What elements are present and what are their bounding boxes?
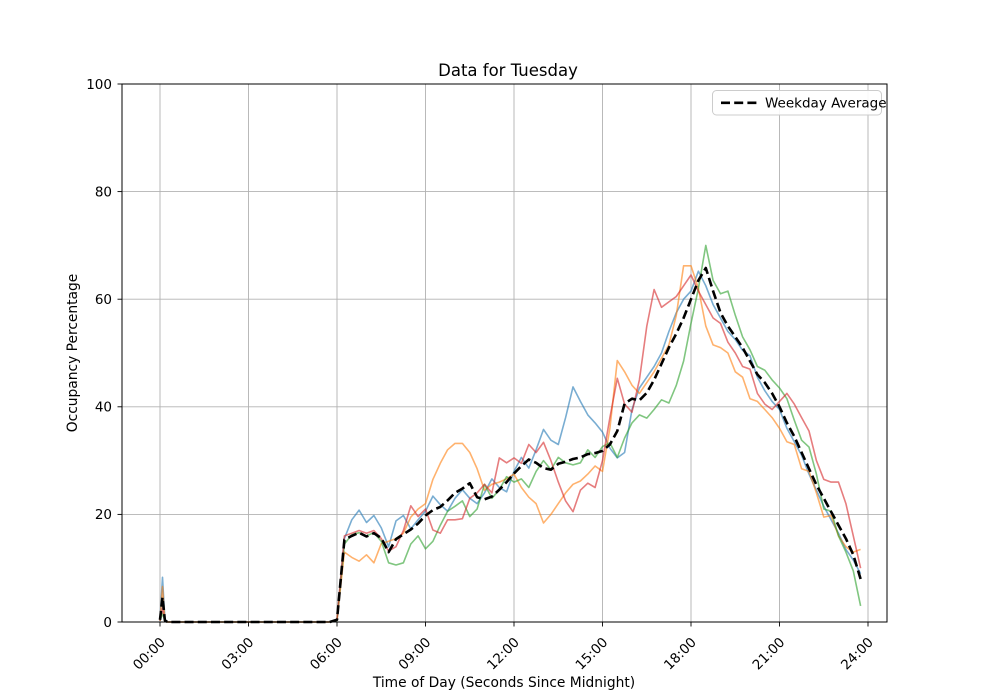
x-tick-label: 06:00 — [307, 635, 346, 674]
x-tick-label: 21:00 — [750, 635, 789, 674]
x-tick-label: 12:00 — [484, 635, 523, 674]
day-line-1 — [159, 270, 862, 623]
grid — [122, 83, 887, 623]
y-tick-label: 80 — [95, 184, 112, 200]
y-tick-label: 20 — [95, 507, 112, 523]
plot-border — [121, 83, 888, 623]
y-tick-label: 40 — [95, 400, 112, 416]
y-axis-label: Occupancy Percentage — [65, 274, 81, 432]
x-tick-label: 15:00 — [573, 635, 612, 674]
x-tick-label: 18:00 — [661, 635, 700, 674]
y-tick-label: 100 — [86, 77, 112, 93]
x-tick-label: 00:00 — [130, 635, 169, 674]
x-axis-label: Time of Day (Seconds Since Midnight) — [372, 675, 635, 691]
day-line-3 — [159, 244, 862, 623]
day-line-2 — [159, 264, 861, 623]
y-tick-label: 0 — [103, 615, 112, 631]
legend: Weekday Average — [712, 90, 887, 116]
series-layer — [158, 244, 862, 624]
legend-label: Weekday Average — [765, 96, 887, 112]
day-line-4 — [159, 274, 862, 623]
x-tick-label: 03:00 — [219, 635, 258, 674]
x-tick-label: 09:00 — [396, 635, 435, 674]
x-tick-label: 24:00 — [838, 635, 877, 674]
y-tick-label: 60 — [95, 292, 112, 308]
chart-title: Data for Tuesday — [438, 61, 578, 80]
weekday-average-line — [158, 266, 862, 624]
legend-frame — [712, 90, 882, 116]
